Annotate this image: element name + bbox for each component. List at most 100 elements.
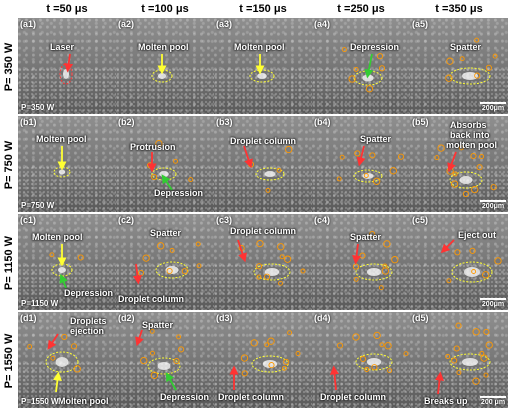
spatter-circle — [336, 176, 342, 182]
arrow-icon — [52, 371, 62, 393]
spatter-circle — [178, 346, 185, 353]
panel-overlay — [53, 146, 71, 178]
spatter-circle — [27, 344, 33, 350]
annotation-label: Eject out — [458, 230, 497, 240]
spatter-circle — [285, 145, 293, 154]
arrow-icon — [447, 151, 457, 173]
spatter-circle — [256, 274, 262, 280]
spatter-circle — [434, 155, 440, 161]
spatter-circle — [169, 247, 175, 253]
region-outline — [45, 351, 79, 373]
image-panel: (a5) Spatter 200μm — [410, 18, 508, 114]
row-header-3: P= 1150 W — [0, 214, 18, 312]
region-outline — [253, 263, 291, 281]
melt-spot — [264, 268, 280, 276]
arrow-icon — [161, 174, 173, 191]
spatter-circle — [73, 365, 81, 373]
power-label: P=750 W — [21, 201, 55, 210]
arrow-icon — [435, 371, 444, 395]
spatter-circle — [397, 153, 405, 160]
arrow-icon — [329, 365, 339, 391]
spatter-circle — [283, 255, 292, 263]
spatter-circle — [490, 184, 497, 191]
spatter-circle — [150, 371, 159, 379]
spatter-circle — [256, 239, 264, 248]
panel-label: (a2) — [118, 19, 135, 29]
spatter-circle — [267, 337, 275, 345]
image-panel: (b3) Droplet column — [214, 116, 312, 212]
image-panel: (d5) Breaks up 200 μm — [410, 312, 508, 408]
panel-overlay — [445, 37, 498, 85]
panel-label: (d3) — [216, 313, 233, 323]
image-panel: (c2) Spatter Droplet column — [116, 214, 214, 310]
melt-spot — [459, 176, 473, 184]
panel-overlay — [147, 139, 194, 191]
spatter-circle — [389, 167, 397, 175]
panel-overlay — [329, 331, 409, 391]
spatter-circle — [391, 256, 399, 264]
scale-bar: 200μm — [480, 102, 506, 112]
image-panel: (a1) Laser P=350 W — [18, 18, 116, 114]
spatter-circle — [279, 254, 285, 260]
panel-overlay — [249, 54, 275, 83]
spatter-circle — [446, 167, 454, 175]
spatter-circle — [472, 377, 480, 385]
spatter-circle — [485, 341, 493, 349]
spatter-circle — [403, 351, 409, 357]
spatter-circle — [483, 372, 489, 378]
melt-spot — [58, 267, 66, 273]
power-label: P=1150 W — [21, 299, 59, 308]
spatter-circle — [157, 242, 165, 250]
spatter-circle — [353, 66, 359, 72]
spatter-circle — [188, 177, 194, 183]
annotation-label: Spatter — [450, 42, 482, 52]
melt-spot — [159, 171, 169, 177]
spatter-circle — [482, 271, 490, 279]
image-panel: (d3) Droplet column — [214, 312, 312, 408]
spatter-circle — [371, 364, 378, 371]
spatter-circle — [195, 241, 201, 247]
row-header-4: P= 1550 W — [0, 312, 18, 410]
image-panel: (b1) Molten pool P=750 W — [18, 116, 116, 212]
spatter-circle — [173, 158, 178, 164]
spatter-circle — [369, 152, 376, 159]
panel-overlay — [59, 53, 74, 85]
spatter-circle — [264, 342, 270, 348]
annotation-label: Droplets — [70, 316, 107, 326]
spatter-circle — [376, 53, 384, 60]
spatter-circle — [277, 243, 285, 251]
panel-label: (d5) — [412, 313, 429, 323]
spatter-circle — [363, 173, 369, 178]
spatter-circle — [61, 333, 68, 340]
panel-overlay — [440, 239, 502, 284]
melt-spot — [366, 268, 382, 276]
spatter-circle — [364, 367, 370, 372]
image-panel: (a2) Molten pool — [116, 18, 214, 114]
spatter-circle — [462, 190, 469, 198]
spatter-circle — [476, 164, 483, 171]
column-header-3: t =150 μs — [239, 3, 287, 15]
melt-spot — [55, 357, 69, 367]
spatter-circle — [295, 351, 301, 356]
image-panel: (a4) Depression — [312, 18, 410, 114]
spatter-circle — [268, 362, 275, 369]
panel-label: (a4) — [314, 19, 331, 29]
spatter-circle — [341, 47, 347, 53]
annotation-label: Spatter — [142, 320, 174, 330]
annotation-label: Breaks up — [424, 396, 468, 406]
arrow-icon — [59, 273, 68, 289]
panel-overlay — [352, 230, 399, 291]
spatter-circle — [381, 267, 390, 275]
region-outline — [59, 63, 73, 85]
image-panel: (c3) Droplet column — [214, 214, 312, 310]
annotation-label: Molten pool — [36, 134, 87, 144]
melt-spot — [366, 358, 382, 366]
image-panel: (c1) Molten pool Depression P=1150 W — [18, 214, 116, 310]
spatter-circle — [70, 343, 78, 350]
spatter-circle — [479, 154, 485, 159]
annotation-label: Droplet column — [320, 392, 387, 402]
region-outline — [255, 167, 285, 181]
arrow-icon — [132, 263, 142, 285]
region-outline — [53, 166, 71, 178]
